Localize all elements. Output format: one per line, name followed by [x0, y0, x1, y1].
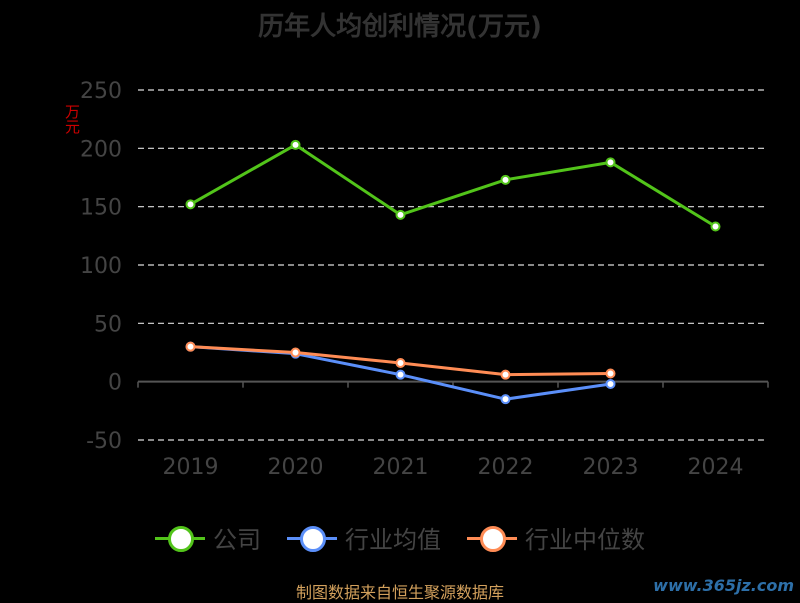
- data-point: [185, 341, 196, 352]
- data-point: [605, 368, 616, 379]
- data-point: [290, 139, 301, 150]
- data-point: [290, 347, 301, 358]
- data-point: [605, 157, 616, 168]
- x-tick-label: 2020: [268, 455, 324, 480]
- data-point: [395, 358, 406, 368]
- legend-item-company[interactable]: 公司: [155, 520, 261, 555]
- legend-item-industry-mean[interactable]: 行业均值: [287, 520, 441, 555]
- data-point: [395, 369, 406, 380]
- y-tick-label: 150: [80, 196, 122, 221]
- legend-label-industry-mean: 行业均值: [345, 526, 441, 554]
- y-tick-label: 250: [80, 79, 122, 104]
- legend-label-company: 公司: [213, 526, 261, 554]
- y-tick-label: -50: [86, 429, 122, 454]
- y-tick-label: 50: [94, 312, 122, 337]
- data-point: [185, 199, 196, 210]
- data-point: [710, 221, 721, 232]
- data-point: [500, 394, 511, 405]
- data-point: [395, 209, 406, 220]
- legend-swatch-industry-median-icon: [467, 521, 517, 555]
- y-tick-label: 0: [108, 371, 122, 396]
- legend-item-industry-median[interactable]: 行业中位数: [467, 520, 645, 555]
- x-tick-label: 2022: [478, 455, 534, 480]
- data-point: [605, 379, 616, 389]
- chart-title: 历年人均创利情况(万元): [258, 12, 542, 42]
- data-point: [500, 369, 511, 380]
- x-tick-label: 2021: [373, 455, 429, 480]
- legend-label-industry-median: 行业中位数: [525, 526, 645, 554]
- y-tick-label: 200: [80, 137, 122, 162]
- y-tick-label: 100: [80, 254, 122, 279]
- x-tick-label: 2019: [163, 455, 219, 480]
- watermark: www.365jz.com: [653, 576, 794, 595]
- y-axis-unit-label: 万元: [63, 104, 81, 134]
- legend-swatch-industry-mean-icon: [287, 521, 337, 555]
- data-source-note: 制图数据来自恒生聚源数据库: [295, 583, 504, 602]
- chart-legend: 公司 行业均值 行业中位数: [0, 520, 800, 555]
- data-point: [500, 174, 511, 185]
- legend-swatch-company-icon: [155, 521, 205, 555]
- x-tick-label: 2023: [583, 455, 639, 480]
- series-line: [189, 143, 717, 228]
- x-tick-label: 2024: [688, 455, 744, 480]
